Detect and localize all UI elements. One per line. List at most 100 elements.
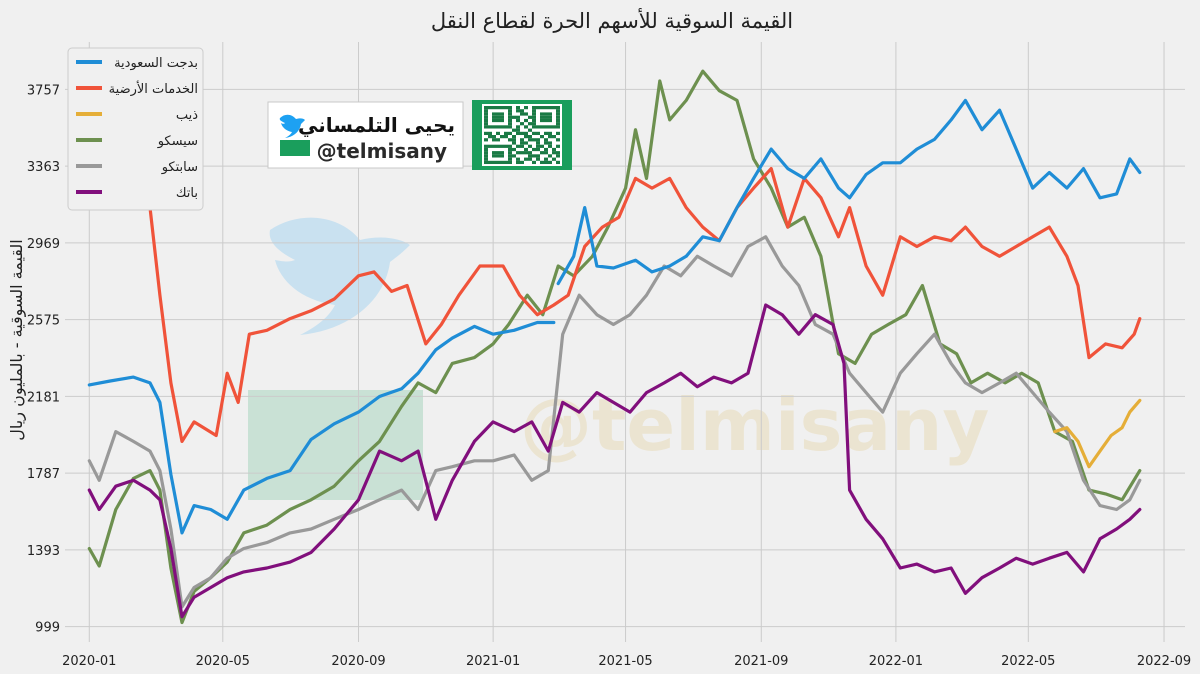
x-tick-label: 2021-01 [466, 654, 520, 669]
y-tick-label: 2969 [27, 237, 60, 252]
qr-cell [528, 154, 532, 158]
series-line [87, 303, 1142, 619]
qr-cell [488, 160, 492, 165]
qr-cell [500, 125, 504, 129]
qr-cell [540, 160, 544, 165]
qr-cell [508, 131, 512, 136]
x-tick-label: 2022-09 [1137, 654, 1191, 669]
y-tick-label: 2181 [27, 390, 60, 405]
x-tick-label: 2020-01 [62, 654, 116, 669]
qr-cell [524, 141, 528, 145]
qr-cell [500, 106, 504, 110]
x-tick-label: 2022-01 [869, 654, 923, 669]
qr-cell [536, 131, 540, 136]
qr-cell [540, 125, 544, 129]
qr-cell [484, 157, 488, 161]
qr-cell [496, 106, 500, 110]
qr-cell [484, 160, 488, 165]
qr-cell [516, 106, 520, 110]
qr-cell [508, 125, 512, 129]
logo-card: يحيى التلمساني @telmisany [267, 101, 464, 169]
qr-cell [512, 128, 516, 132]
y-tick-label: 999 [35, 621, 60, 636]
qr-cell [532, 138, 536, 142]
qr-cell [508, 115, 512, 119]
qr-cell [532, 125, 536, 129]
qr-code-card [472, 100, 572, 170]
qr-cell [556, 138, 560, 142]
qr-cell [508, 118, 512, 123]
qr-cell [548, 154, 552, 158]
qr-cell [516, 131, 520, 136]
qr-cell [496, 160, 500, 165]
qr-cell [516, 128, 520, 132]
qr-cell [544, 125, 548, 129]
legend-label: الخدمات الأرضية [109, 80, 198, 97]
x-tick-label: 2021-05 [598, 654, 652, 669]
qr-cell [484, 109, 488, 113]
qr-cell [552, 151, 556, 155]
qr-cell [504, 135, 508, 139]
qr-cell [516, 151, 520, 155]
watermark: @telmisany [248, 217, 989, 500]
qr-cell [540, 144, 544, 148]
qr-cell [508, 151, 512, 155]
saudi-flag-icon [280, 140, 310, 156]
qr-cell [512, 141, 516, 145]
qr-cell [536, 141, 540, 145]
qr-cell [544, 147, 548, 152]
qr-cell [536, 154, 540, 158]
qr-cell [524, 151, 528, 155]
qr-cell [516, 125, 520, 129]
qr-cell [540, 151, 544, 155]
qr-cell [484, 125, 488, 129]
qr-cell [500, 151, 504, 155]
qr-cell [524, 106, 528, 110]
qr-cell [512, 138, 516, 142]
qr-cell [524, 135, 528, 139]
qr-cell [516, 157, 520, 161]
qr-cell [548, 131, 552, 136]
qr-cell [484, 118, 488, 123]
qr-cell [496, 131, 500, 136]
series-line [87, 320, 556, 535]
qr-cell [484, 122, 488, 126]
qr-cell [524, 118, 528, 123]
qr-cell [556, 151, 560, 155]
qr-cell [548, 141, 552, 145]
qr-cell [556, 115, 560, 119]
qr-cell [504, 160, 508, 165]
qr-cell [536, 106, 540, 110]
qr-cell [532, 154, 536, 158]
qr-cell [548, 118, 552, 123]
qr-cell [548, 106, 552, 110]
qr-cell [536, 147, 540, 152]
qr-cell [556, 112, 560, 116]
qr-cell [520, 141, 524, 145]
x-tick-label: 2021-09 [734, 654, 788, 669]
qr-cell [492, 115, 496, 119]
qr-cell [520, 160, 524, 165]
qr-cell [512, 154, 516, 158]
qr-cell [540, 135, 544, 139]
qr-cell [484, 144, 488, 148]
legend-label: بدجت السعودية [114, 56, 198, 71]
qr-cell [496, 138, 500, 142]
qr-cell [552, 135, 556, 139]
qr-cell [548, 135, 552, 139]
x-tick-label: 2020-09 [331, 654, 385, 669]
qr-cell [544, 112, 548, 116]
qr-cell [504, 131, 508, 136]
qr-cell [492, 125, 496, 129]
qr-cell [524, 131, 528, 136]
twitter-icon [279, 114, 305, 138]
series-line [1053, 398, 1142, 469]
qr-cell [492, 151, 496, 155]
qr-cell [528, 157, 532, 161]
qr-cell [532, 160, 536, 165]
qr-cell [520, 131, 524, 136]
qr-cell [532, 131, 536, 136]
qr-cell [508, 157, 512, 161]
qr-cell [548, 125, 552, 129]
